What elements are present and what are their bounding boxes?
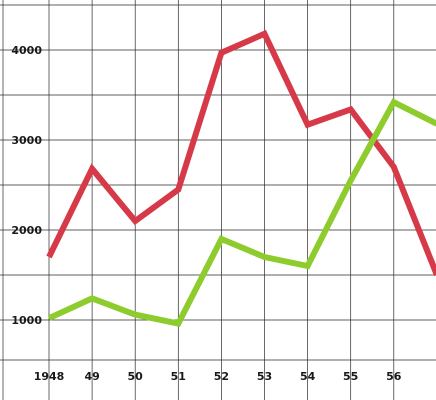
- x-tick-label: 49: [84, 370, 99, 383]
- y-tick-label: 1000: [11, 314, 42, 327]
- series-line-2: [47, 98, 436, 328]
- x-tick-label: 55: [343, 370, 358, 383]
- horizontal-gridlines: [0, 4, 436, 361]
- y-tick-label: 4000: [11, 44, 42, 57]
- x-tick-label: 51: [171, 370, 186, 383]
- x-tick-label: 1948: [34, 370, 65, 383]
- x-tick-label: 52: [214, 370, 229, 383]
- y-tick-label: 2000: [11, 224, 42, 237]
- x-tick-label: 50: [128, 370, 144, 383]
- y-tick-label: 3000: [11, 134, 42, 147]
- series-lines: [46, 29, 436, 328]
- series-line-1: [46, 29, 436, 277]
- x-tick-label: 56: [386, 370, 402, 383]
- x-tick-label: 53: [257, 370, 272, 383]
- x-tick-labels: 1948 49 50 51 52 53 54 55 56: [34, 370, 402, 383]
- vertical-gridlines: [2, 0, 395, 400]
- y-tick-labels: 1000 2000 3000 4000: [11, 44, 42, 327]
- x-tick-label: 54: [300, 370, 316, 383]
